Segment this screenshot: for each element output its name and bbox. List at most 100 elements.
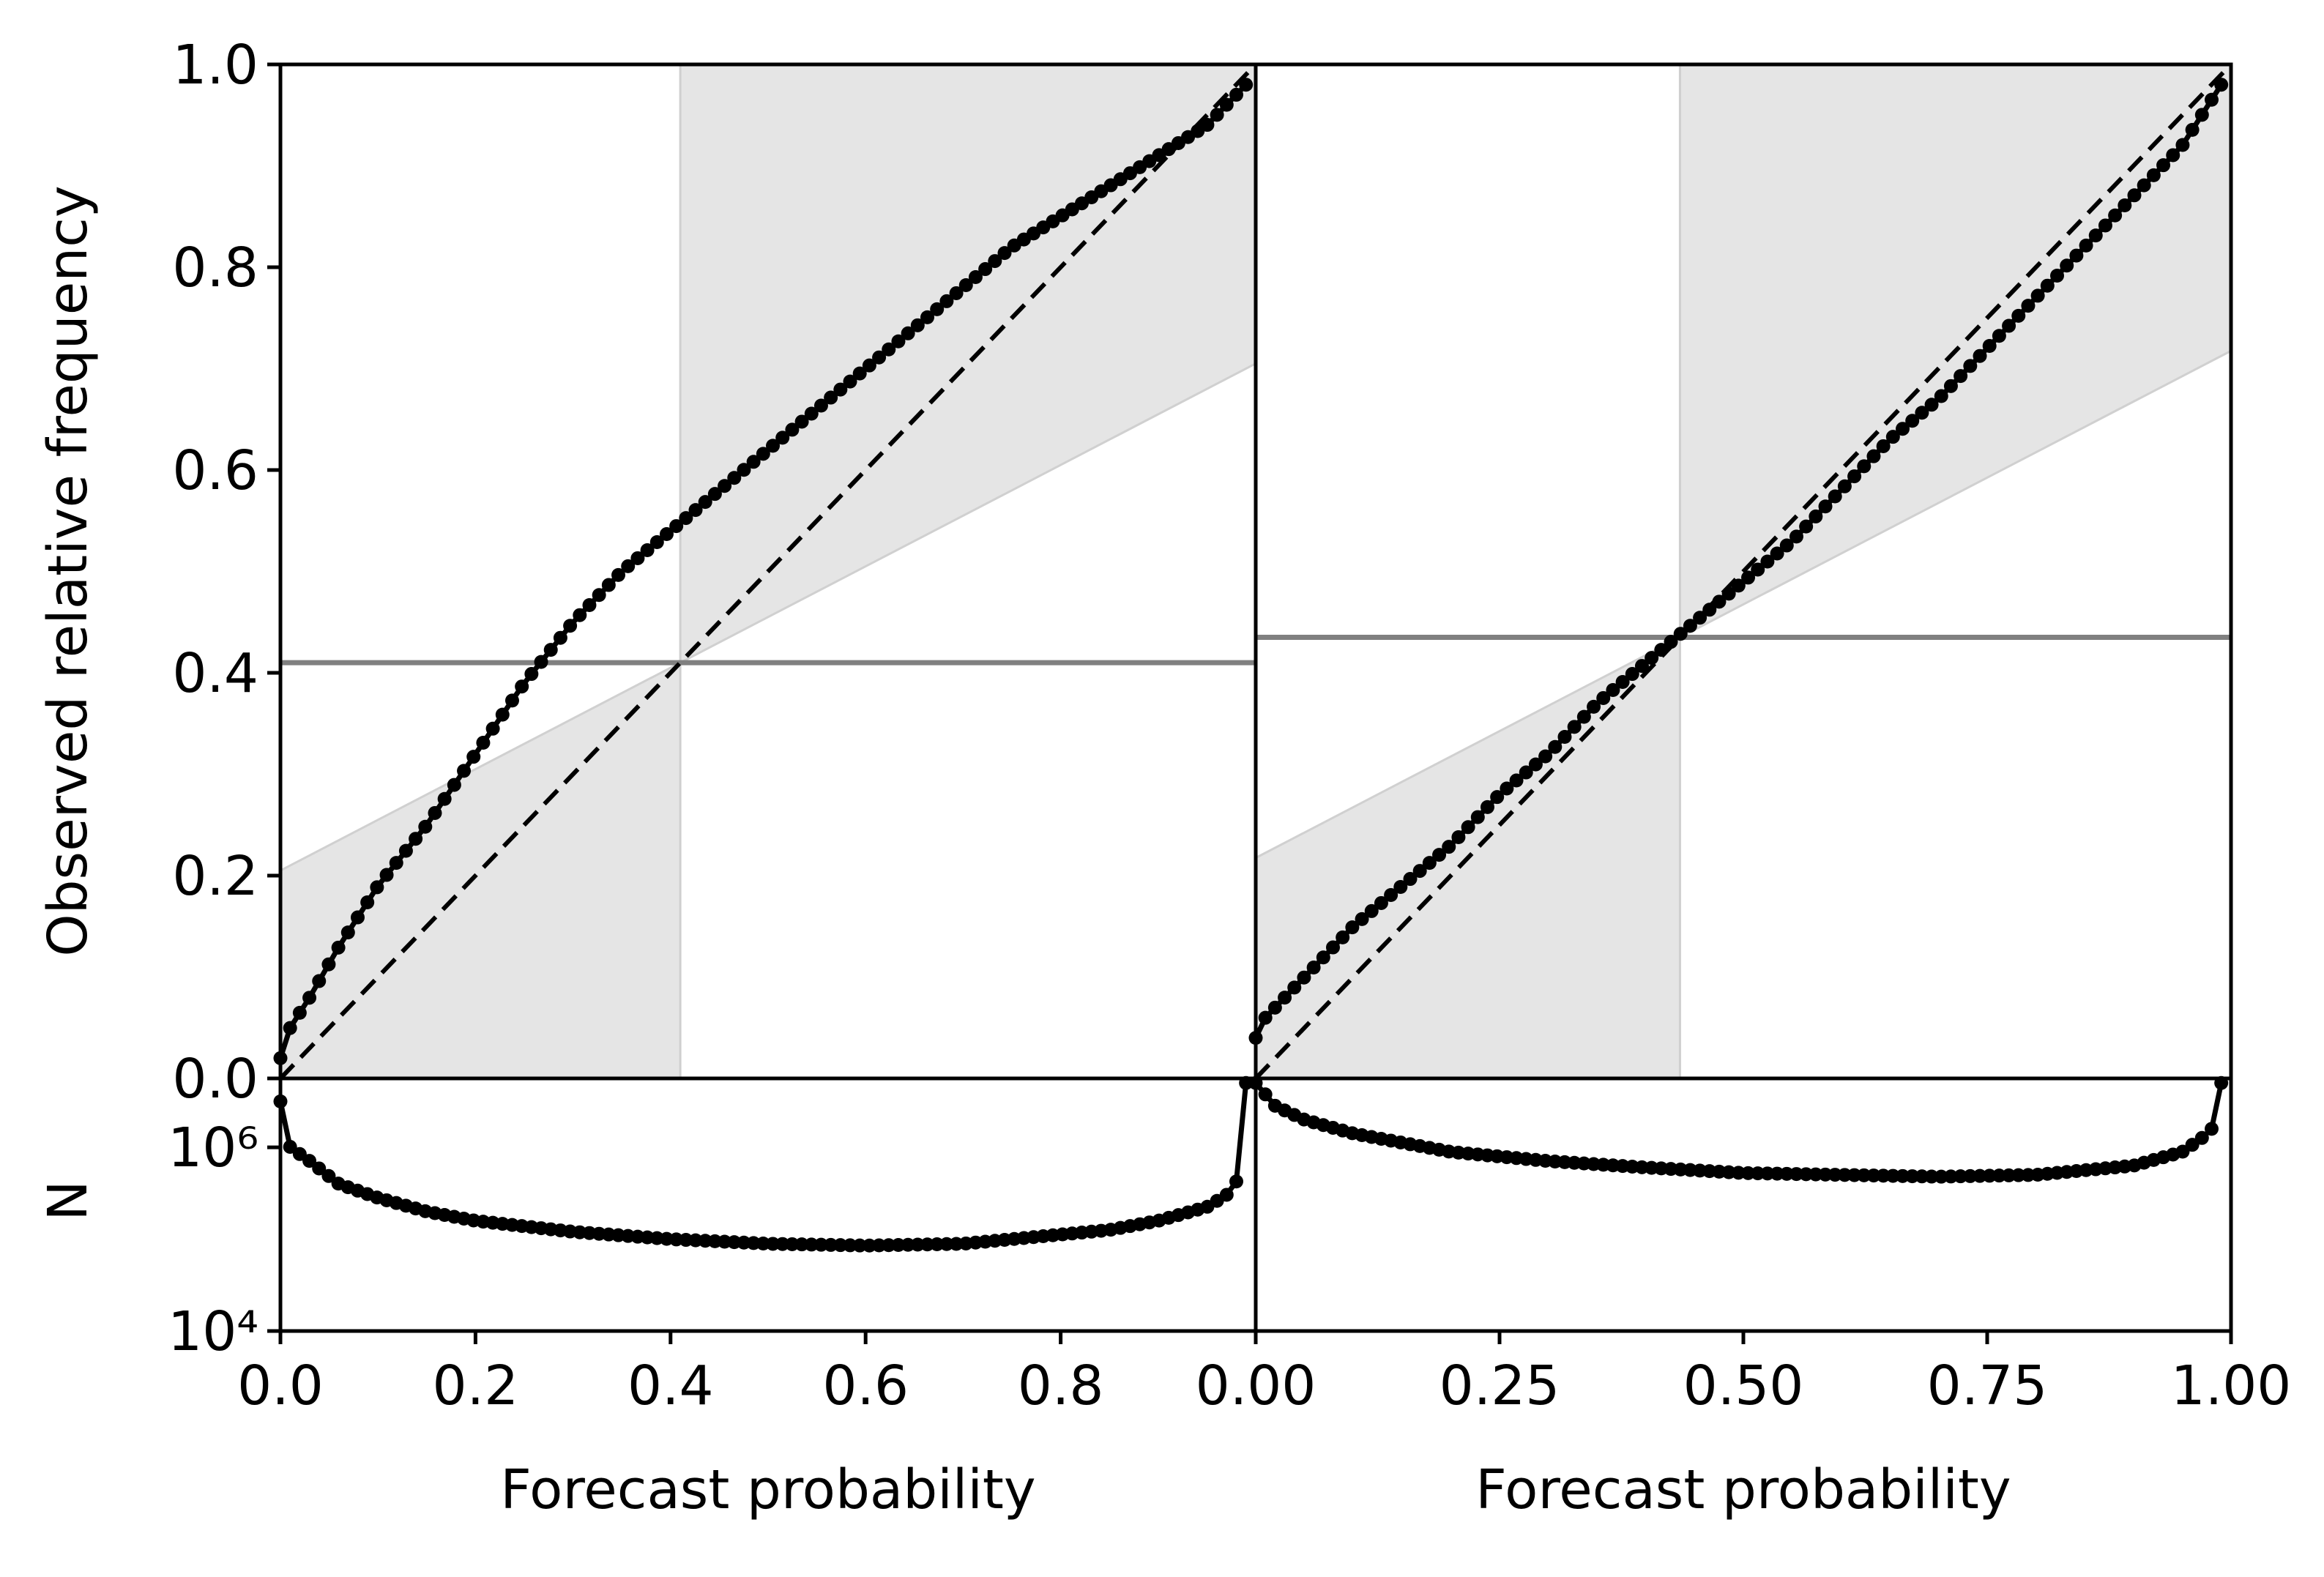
count-point-1-55 xyxy=(1779,1166,1794,1181)
count-point-0-57 xyxy=(824,1237,838,1252)
count-point-0-3 xyxy=(302,1154,317,1168)
reliability-point-0-68 xyxy=(930,302,945,316)
reliability-point-1-77 xyxy=(1992,329,2006,343)
count-point-1-67 xyxy=(1896,1168,1910,1183)
reliability-point-0-98 xyxy=(1219,97,1234,112)
count-point-1-71 xyxy=(1934,1169,1948,1184)
reliability-point-0-7 xyxy=(340,925,355,940)
reliability-point-0-16 xyxy=(428,805,442,820)
reliability-point-1-50 xyxy=(1731,578,1746,593)
reliability-point-1-29 xyxy=(1528,757,1543,772)
reliability-point-1-30 xyxy=(1538,749,1553,764)
reliability-point-1-9 xyxy=(1336,930,1350,944)
reliability-point-1-80 xyxy=(2021,299,2036,313)
reliability-point-1-87 xyxy=(2088,228,2103,243)
reliability-point-0-12 xyxy=(389,856,403,870)
y-tick-label-0-4: 0.8 xyxy=(172,236,258,299)
count-point-1-70 xyxy=(1924,1169,1939,1184)
reliability-point-0-4 xyxy=(312,974,327,988)
reliability-point-1-79 xyxy=(2011,308,2026,323)
reliability-point-1-35 xyxy=(1587,699,1601,714)
y-tick-label-0-0: 0.0 xyxy=(172,1048,258,1111)
reliability-point-1-11 xyxy=(1355,911,1369,926)
count-tick-label-0-0: 10⁴ xyxy=(168,1300,258,1363)
reliability-point-0-6 xyxy=(331,940,346,955)
x-axis-label-left: Forecast probability xyxy=(500,1458,1035,1521)
reliability-point-1-5 xyxy=(1297,970,1311,985)
reliability-point-0-62 xyxy=(872,350,887,365)
reliability-point-1-28 xyxy=(1519,765,1533,780)
reliability-point-0-70 xyxy=(949,286,964,300)
count-point-1-61 xyxy=(1837,1168,1852,1182)
reliability-point-1-22 xyxy=(1461,820,1475,835)
reliability-point-0-66 xyxy=(910,318,925,332)
reliability-point-1-43 xyxy=(1664,635,1678,649)
reliability-point-0-46 xyxy=(718,479,732,493)
reliability-point-1-88 xyxy=(2098,218,2112,233)
skill-region-lower-0 xyxy=(280,663,681,1078)
reliability-point-1-63 xyxy=(1857,459,1872,474)
reliability-point-1-93 xyxy=(2146,168,2161,182)
perfect-reliability-line-0 xyxy=(278,62,1258,1081)
reliability-point-1-15 xyxy=(1393,880,1408,895)
count-curve-1 xyxy=(1254,1081,2224,1179)
y-tick-label-0-1: 0.2 xyxy=(172,845,258,908)
x-tick-label-0-3: 0.6 xyxy=(822,1354,909,1417)
count-point-1-53 xyxy=(1760,1166,1775,1181)
reliability-point-1-84 xyxy=(2060,258,2074,273)
reliability-point-1-72 xyxy=(1943,379,1958,393)
reliability-point-1-26 xyxy=(1500,781,1514,796)
reliability-point-0-58 xyxy=(833,382,848,397)
reliability-point-0-8 xyxy=(350,910,365,925)
x-tick-label-0-0: 0.0 xyxy=(237,1354,324,1417)
reliability-point-0-51 xyxy=(766,439,781,453)
count-point-1-51 xyxy=(1741,1166,1756,1180)
reliability-point-1-60 xyxy=(1828,489,1842,504)
count-point-1-72 xyxy=(1943,1169,1958,1184)
reliability-point-1-68 xyxy=(1905,414,1920,428)
reliability-point-1-1 xyxy=(1258,1010,1273,1025)
reliability-point-0-42 xyxy=(679,511,693,526)
reliability-point-1-17 xyxy=(1412,864,1427,879)
reliability-point-1-38 xyxy=(1615,675,1630,690)
reliability-point-0-50 xyxy=(756,447,770,461)
reliability-point-1-44 xyxy=(1673,627,1688,641)
reliability-point-1-64 xyxy=(1866,449,1881,463)
count-point-1-63 xyxy=(1857,1168,1872,1182)
count-point-1-96 xyxy=(2175,1144,2190,1159)
y-tick-label-0-3: 0.6 xyxy=(172,439,258,502)
reliability-point-1-6 xyxy=(1306,960,1321,974)
reliability-point-1-69 xyxy=(1915,406,1929,420)
reliability-point-0-11 xyxy=(379,868,394,882)
count-point-0-60 xyxy=(852,1238,867,1253)
reliability-point-1-25 xyxy=(1490,790,1505,805)
reliability-point-0-43 xyxy=(688,503,703,518)
reliability-point-1-4 xyxy=(1287,980,1302,995)
reliability-point-0-55 xyxy=(804,406,819,421)
reliability-point-0-20 xyxy=(466,750,481,764)
reliability-point-1-78 xyxy=(2002,318,2016,333)
reliability-point-0-73 xyxy=(978,262,993,277)
reliability-point-0-28 xyxy=(543,643,558,657)
reliability-point-0-47 xyxy=(727,471,742,485)
reliability-point-1-48 xyxy=(1712,594,1727,609)
reliability-point-0-69 xyxy=(939,294,954,308)
reliability-point-1-66 xyxy=(1885,430,1900,444)
count-point-1-73 xyxy=(1954,1169,1968,1184)
count-point-0-98 xyxy=(1219,1188,1234,1202)
reliability-point-0-97 xyxy=(1210,108,1224,122)
reliability-point-1-3 xyxy=(1278,991,1292,1005)
reliability-point-1-19 xyxy=(1432,848,1447,862)
reliability-point-1-33 xyxy=(1567,720,1582,734)
reliability-point-0-63 xyxy=(882,342,896,357)
reliability-point-1-18 xyxy=(1422,856,1437,870)
reliability-point-1-53 xyxy=(1760,554,1775,569)
reliability-point-0-17 xyxy=(437,791,452,806)
reliability-point-0-3 xyxy=(302,991,317,1005)
reliability-point-0-75 xyxy=(997,246,1012,261)
count-point-0-5 xyxy=(321,1168,336,1183)
reliability-point-0-36 xyxy=(621,559,636,573)
x-tick-label-1-3: 0.75 xyxy=(1927,1354,2048,1417)
count-frame-1 xyxy=(1254,1076,2233,1333)
reliability-point-0-21 xyxy=(476,735,491,750)
